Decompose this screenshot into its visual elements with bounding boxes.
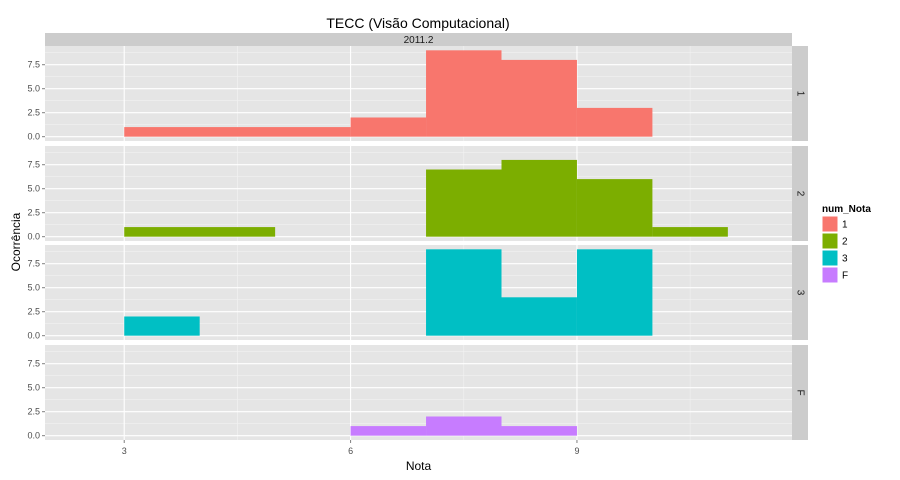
y-tick-label: 2.5 <box>27 407 40 417</box>
legend-swatch <box>821 215 839 233</box>
histogram-bar <box>124 316 200 336</box>
top-strip-label: 2011.2 <box>404 35 434 46</box>
histogram-bar <box>652 227 728 237</box>
histogram-bar <box>124 227 276 237</box>
legend-title: num_Nota <box>822 204 871 215</box>
facet-strip <box>792 245 808 340</box>
y-tick-label: 7.5 <box>27 160 40 170</box>
histogram-bar <box>501 59 577 137</box>
histogram-bar <box>501 159 577 237</box>
facet-strip <box>792 146 808 241</box>
x-tick-label: 3 <box>122 446 127 456</box>
x-tick-label: 9 <box>574 446 579 456</box>
histogram-bar <box>501 426 577 436</box>
y-tick-label: 0.0 <box>27 431 40 441</box>
x-tick-label: 6 <box>348 446 353 456</box>
panel-background <box>45 345 792 440</box>
histogram-bar <box>426 249 502 336</box>
legend-swatch <box>821 266 839 284</box>
y-tick-label: 5.0 <box>27 383 40 393</box>
y-tick-label: 2.5 <box>27 307 40 317</box>
y-tick-label: 0.0 <box>27 132 40 142</box>
facet-panel-2: 0.0 2.5 5.0 7.5 2 <box>27 146 808 242</box>
y-tick-label: 2.5 <box>27 108 40 118</box>
facet-panels: 0.02.55.07.510.02.55.07.520.02.55.07.530… <box>27 46 808 441</box>
facet-panel-F: 0.0 2.5 5.0 7.5 F <box>27 345 808 441</box>
y-tick-label: 5.0 <box>27 184 40 194</box>
histogram-bar <box>350 426 427 436</box>
legend: num_Nota 1 2 3 F <box>821 204 871 284</box>
facet-panel-3: 0.0 2.5 5.0 7.5 3 <box>27 245 808 341</box>
panel-background <box>45 146 792 241</box>
facet-strip-label: F <box>795 389 806 395</box>
histogram-bar <box>426 416 502 436</box>
top-strip-background <box>45 33 792 46</box>
legend-swatch <box>821 232 839 250</box>
histogram-bar <box>350 117 427 137</box>
y-tick-label: 0.0 <box>27 232 40 242</box>
histogram-bar <box>426 169 502 237</box>
chart-title: TECC (Visão Computacional) <box>326 15 509 31</box>
histogram-bar <box>426 50 502 137</box>
x-axis: 3 6 9 <box>122 440 579 456</box>
legend-label: 2 <box>842 237 848 248</box>
x-axis-title: Nota <box>406 459 432 473</box>
histogram-bar <box>576 107 653 137</box>
histogram-bar <box>501 297 577 336</box>
facet-strip-label: 3 <box>795 290 806 296</box>
y-tick-label: 2.5 <box>27 208 40 218</box>
y-tick-label: 5.0 <box>27 283 40 293</box>
y-tick-label: 7.5 <box>27 259 40 269</box>
y-axis-title: Ocorrência <box>9 212 23 271</box>
histogram-bar <box>576 249 653 336</box>
y-tick-label: 5.0 <box>27 84 40 94</box>
y-tick-label: 0.0 <box>27 331 40 341</box>
facet-strip <box>792 345 808 440</box>
facet-strip <box>792 46 808 141</box>
y-tick-label: 7.5 <box>27 60 40 70</box>
facet-strip-label: 1 <box>795 91 806 97</box>
legend-label: 3 <box>842 254 848 265</box>
facet-strip-label: 2 <box>795 191 806 197</box>
facet-panel-1: 0.0 2.5 5.0 7.5 1 <box>27 46 808 142</box>
histogram-bar <box>576 179 653 237</box>
legend-label: 1 <box>842 220 848 231</box>
histogram-bar <box>124 127 351 137</box>
legend-label: F <box>842 271 848 282</box>
legend-swatch <box>821 249 839 267</box>
y-tick-label: 7.5 <box>27 359 40 369</box>
